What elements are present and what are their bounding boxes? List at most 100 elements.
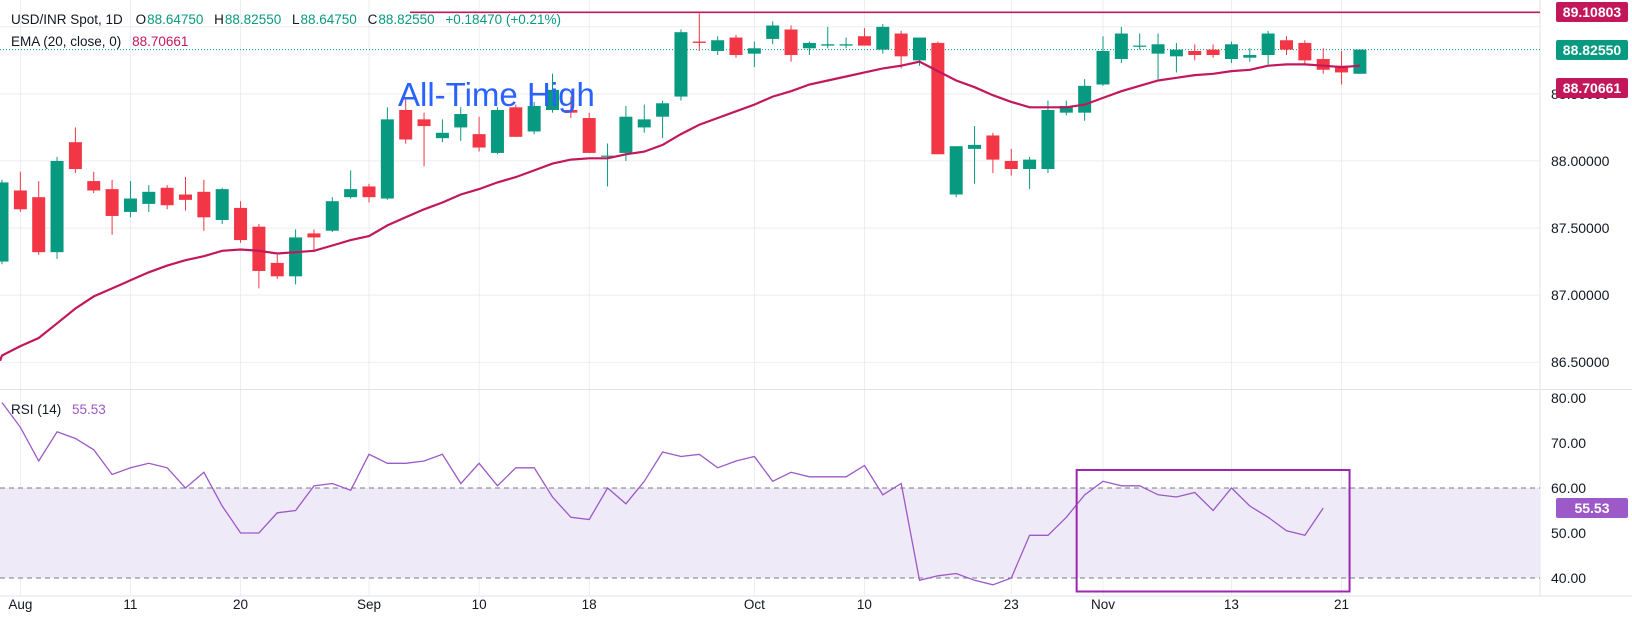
candle-body	[1078, 85, 1092, 113]
candle-body	[417, 119, 431, 127]
candle-body	[435, 132, 449, 139]
rsi-tick-label: 50.00	[1551, 525, 1587, 541]
candle-body	[490, 109, 504, 153]
candle-body	[325, 201, 339, 231]
close-value: 88.82550	[378, 12, 435, 27]
rsi-tick-label: 70.00	[1551, 435, 1587, 451]
candle-body	[986, 135, 1000, 160]
ema-legend: EMA (20, close, 0) 88.70661	[11, 34, 189, 49]
candle-body	[968, 144, 982, 149]
rsi-line	[1, 402, 1324, 586]
price-tick-label: 88.00000	[1551, 152, 1610, 169]
candle-body	[472, 134, 486, 148]
rsi-legend: RSI (14) 55.53	[11, 402, 107, 417]
candle-body	[362, 186, 376, 198]
candle-body	[68, 142, 82, 170]
date-tick-label: 10	[471, 597, 487, 612]
rsi-tick-label: 60.00	[1551, 480, 1587, 496]
open-label: O	[135, 12, 147, 27]
close-label: C	[367, 12, 378, 27]
price-tick-label: 86.50000	[1551, 354, 1610, 371]
candle-body	[784, 29, 798, 55]
candle-body	[13, 190, 27, 210]
candle-body	[1169, 49, 1183, 57]
candle-body	[87, 181, 101, 191]
candle-body	[839, 44, 853, 46]
price-tick-label: 87.00000	[1551, 287, 1610, 304]
rsi-value: 55.53	[72, 402, 106, 417]
candle-body	[344, 189, 358, 198]
candle-body	[289, 237, 303, 277]
candle-body	[50, 160, 64, 253]
candle-body	[1206, 49, 1220, 55]
change-value: +0.18470 (+0.21%)	[445, 12, 561, 27]
candle-body	[1041, 109, 1055, 170]
candle-body	[197, 191, 211, 218]
candle-body	[234, 207, 248, 241]
candle-body	[619, 116, 633, 153]
candle-body	[729, 37, 743, 55]
date-tick-label: Sep	[356, 597, 382, 612]
candle-body	[1243, 54, 1257, 58]
ema-line	[0, 60, 1360, 362]
candle-body	[399, 109, 413, 140]
candle-body	[913, 37, 926, 61]
price-legend: USD/INR Spot, 1D O88.64750 H88.82550 L88…	[11, 12, 562, 27]
ema-label: EMA (20, close, 0)	[11, 34, 122, 49]
low-value: 88.64750	[300, 12, 357, 27]
candle-body	[380, 119, 394, 199]
candle-body	[1353, 49, 1367, 74]
candle-body	[1114, 33, 1128, 60]
symbol-label: USD/INR Spot, 1D	[11, 12, 123, 27]
candle-body	[857, 36, 871, 46]
candle-body	[179, 194, 192, 200]
open-value: 88.64750	[147, 12, 204, 27]
candle-body	[582, 118, 596, 153]
rsi-label: RSI (14)	[11, 402, 62, 417]
candle-body	[123, 198, 137, 212]
candle-body	[1188, 50, 1202, 55]
candle-body	[821, 44, 835, 46]
candle-body	[656, 103, 670, 117]
candle-body	[252, 226, 266, 271]
candle-body	[454, 114, 468, 128]
candle-body	[1059, 105, 1073, 113]
candle-body	[215, 189, 229, 220]
candle-body	[1004, 160, 1018, 170]
candle-body	[1316, 59, 1330, 70]
candle-body	[637, 119, 651, 128]
price-tick-label: 87.50000	[1551, 220, 1610, 237]
high-label: H	[214, 12, 224, 27]
rsi-tick-label: 40.00	[1551, 570, 1587, 586]
date-tick-label: 20	[233, 597, 249, 612]
candle-body	[1023, 159, 1037, 170]
candle-body	[105, 189, 119, 216]
candle-body	[527, 105, 541, 132]
rsi-band	[0, 488, 1540, 578]
candle-body	[1298, 42, 1312, 61]
rsi-tick-label: 80.00	[1551, 390, 1587, 406]
last-price-badge: 88.82550	[1556, 39, 1628, 60]
candle-body	[711, 40, 725, 51]
candle-body	[1151, 44, 1165, 54]
candle-body	[876, 26, 890, 50]
date-tick-label: 23	[1003, 597, 1019, 612]
date-tick-label: 21	[1334, 597, 1350, 612]
date-tick-label: 11	[123, 597, 138, 612]
candle-body	[766, 25, 780, 39]
candle-body	[160, 187, 174, 206]
candle-body	[270, 262, 284, 277]
candle-body	[1261, 33, 1275, 55]
candle-body	[802, 42, 816, 49]
high-value: 88.82550	[224, 12, 282, 27]
candles	[0, 13, 1367, 289]
date-tick-label: Nov	[1090, 597, 1116, 612]
candle-body	[1224, 44, 1238, 60]
candle-body	[674, 32, 688, 97]
candle-body	[692, 41, 706, 43]
candle-body	[0, 182, 9, 262]
candle-body	[1096, 50, 1110, 85]
date-tick-label: 18	[581, 597, 597, 612]
candle-body	[747, 48, 761, 54]
